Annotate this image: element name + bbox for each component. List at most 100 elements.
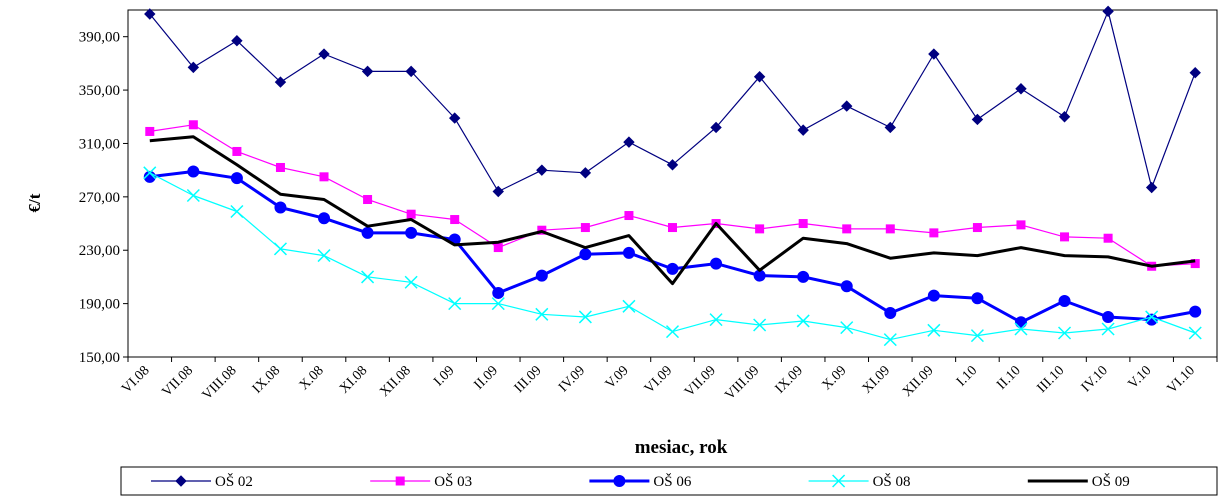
y-axis-title: €/t <box>25 193 44 212</box>
x-tick-label: IV.10 <box>1079 363 1111 395</box>
x-tick-label: V.10 <box>1126 363 1155 392</box>
data-point <box>928 48 940 60</box>
data-point <box>405 65 417 78</box>
data-point <box>622 299 636 313</box>
y-tick-label: 390,00 <box>79 30 120 46</box>
data-point <box>971 292 984 305</box>
legend-label: OŠ 08 <box>873 473 911 490</box>
data-point <box>929 228 939 238</box>
data-point <box>665 325 680 339</box>
data-point <box>668 223 677 233</box>
data-point <box>613 475 626 487</box>
data-point <box>1058 111 1071 123</box>
data-point <box>623 136 635 148</box>
x-tick-label: XII.08 <box>377 363 414 400</box>
x-tick-label: XII.09 <box>900 363 937 400</box>
y-tick-label: 270,00 <box>79 190 120 206</box>
data-point <box>230 172 243 185</box>
x-tick-label: V.09 <box>603 363 632 392</box>
x-axis-title: mesiac, rok <box>635 437 728 458</box>
data-point <box>145 126 155 136</box>
x-tick-label: XI.08 <box>337 363 370 396</box>
data-point <box>622 246 635 259</box>
data-point <box>1016 220 1026 230</box>
data-point <box>884 121 897 134</box>
x-tick-label: VI.10 <box>1165 363 1198 396</box>
x-tick-label: IX.09 <box>773 363 806 396</box>
data-point <box>797 124 809 136</box>
data-point <box>1145 181 1158 194</box>
series-line <box>149 135 1196 286</box>
series-oš-08 <box>143 166 1202 347</box>
legend: OŠ 02 OŠ 03 OŠ 06 OŠ 08 OŠ 09 <box>120 466 1218 496</box>
data-point <box>232 146 242 156</box>
data-point <box>709 313 723 327</box>
data-point <box>580 223 590 233</box>
data-point <box>841 100 853 112</box>
series-line <box>149 124 1196 267</box>
x-tick-label: I.09 <box>431 363 457 389</box>
data-point <box>1188 326 1202 340</box>
data-point <box>884 306 897 319</box>
data-point <box>493 243 503 253</box>
data-point <box>536 164 548 176</box>
data-point <box>231 34 243 47</box>
data-point <box>273 242 287 256</box>
plot-area <box>127 9 1218 358</box>
data-point <box>274 201 287 214</box>
data-point <box>406 209 416 219</box>
y-axis: 150,00 190,00 230,00 270,00 310,00 350,00 390,… <box>79 30 128 366</box>
data-point <box>755 224 765 234</box>
data-point <box>230 204 244 219</box>
data-point <box>319 172 329 182</box>
data-point <box>318 212 331 225</box>
data-point <box>1103 233 1113 243</box>
data-point <box>361 270 375 284</box>
data-point <box>753 71 766 83</box>
series-oš-02 <box>144 5 1201 198</box>
data-point <box>363 195 373 205</box>
data-point <box>175 475 187 487</box>
data-point <box>842 224 852 234</box>
data-point <box>666 159 679 171</box>
legend-label: OŠ 09 <box>1092 473 1130 490</box>
data-point <box>450 215 460 225</box>
data-point <box>535 269 548 282</box>
legend-item: OŠ 08 <box>808 473 911 490</box>
data-point <box>188 120 198 130</box>
data-point <box>972 223 982 233</box>
legend-item: OŠ 06 <box>589 473 692 490</box>
x-tick-label: III.10 <box>1034 363 1067 396</box>
legend-item: OŠ 03 <box>370 473 472 490</box>
data-point <box>492 286 505 299</box>
x-tick-label: VI.09 <box>642 363 675 396</box>
data-point <box>1145 310 1159 324</box>
data-point <box>883 333 897 347</box>
data-point <box>405 226 418 239</box>
data-point <box>274 76 287 88</box>
x-tick-label: II.09 <box>472 363 502 393</box>
x-tick-label: VIII.08 <box>200 363 240 403</box>
data-point <box>275 162 285 172</box>
data-point <box>797 270 810 283</box>
series-oš-03 <box>145 120 1200 271</box>
data-point <box>798 219 808 229</box>
data-point <box>448 112 461 124</box>
legend-label: OŠ 06 <box>653 473 691 490</box>
data-point <box>624 211 634 221</box>
data-point <box>840 321 854 335</box>
y-tick-label: 350,00 <box>79 83 120 99</box>
data-point <box>186 188 200 203</box>
data-point <box>318 48 330 60</box>
data-point <box>1102 310 1115 323</box>
data-point <box>144 8 156 20</box>
series-oš-09 <box>149 135 1196 286</box>
data-point <box>1102 5 1114 18</box>
data-point <box>361 226 374 239</box>
data-point <box>187 165 200 178</box>
x-tick-label: I.10 <box>954 363 980 389</box>
data-point <box>1014 322 1028 336</box>
x-tick-label: III.09 <box>512 363 545 396</box>
data-point <box>579 248 592 261</box>
